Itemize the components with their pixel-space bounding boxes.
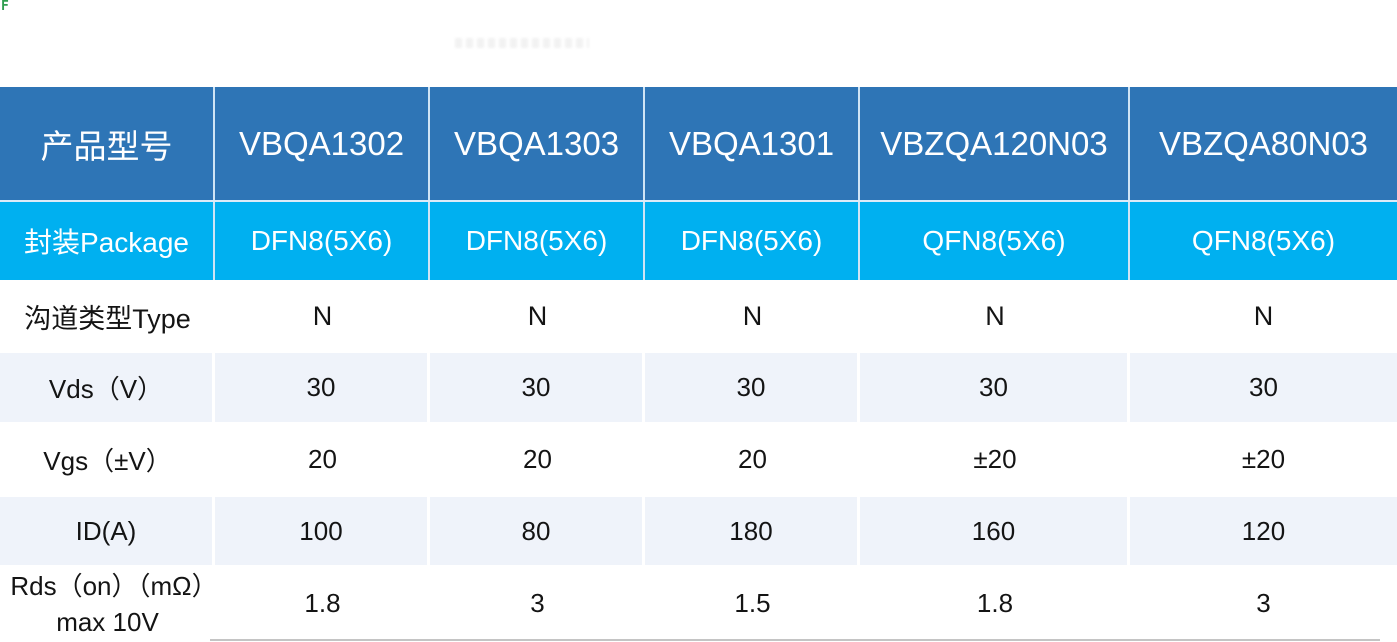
header-product-name: VBQA1301 [645, 87, 860, 200]
table-cell: 30 [1249, 372, 1278, 402]
row-label-package: 封装Package [0, 202, 215, 280]
table-cell: ±20 [1241, 444, 1286, 474]
header-product-name: VBQA1302 [215, 87, 430, 200]
product-spec-table: 产品型号 VBQA1302 VBQA1303 VBQA1301 VBZQA120… [0, 87, 1397, 642]
table-cell: 80 [430, 497, 645, 565]
table-cell: N [985, 301, 1005, 331]
id-row: ID(A) 100 80 180 160 120 [0, 497, 1397, 565]
package-row: 封装Package DFN8(5X6) DFN8(5X6) DFN8(5X6) … [0, 200, 1397, 280]
table-cell: ±20 [973, 444, 1017, 474]
table-cell: DFN8(5X6) [430, 202, 645, 280]
table-cell: 100 [215, 497, 430, 565]
channel-type-row: 沟道类型Type N N N N N [0, 280, 1397, 353]
table-cell: 1.5 [734, 588, 771, 618]
green-corner-artifact: F [1, 0, 9, 14]
table-cell: 30 [215, 353, 430, 422]
table-cell: N [1253, 301, 1274, 331]
table-bottom-border [210, 639, 1380, 641]
row-label-rds-on-text: Rds（on）（mΩ）max 10V [10, 570, 205, 637]
row-label-id: ID(A) [0, 497, 215, 565]
table-cell: 30 [860, 353, 1130, 422]
table-header-row: 产品型号 VBQA1302 VBQA1303 VBQA1301 VBZQA120… [0, 87, 1397, 200]
table-cell: 20 [308, 444, 337, 474]
vds-row: Vds（V） 30 30 30 30 30 [0, 353, 1397, 422]
table-cell: 180 [645, 497, 860, 565]
vgs-row: Vgs（±V） 20 20 20 ±20 ±20 [0, 422, 1397, 497]
table-cell: N [312, 301, 333, 331]
header-product-model-label: 产品型号 [0, 87, 215, 200]
row-label-rds-on: Rds（on）（mΩ）max 10V [0, 565, 215, 642]
row-label-channel-type: 沟道类型Type [24, 304, 191, 334]
table-cell: 1.8 [976, 588, 1014, 618]
table-cell: N [742, 301, 763, 331]
row-label-vds: Vds（V） [0, 353, 215, 422]
table-cell: QFN8(5X6) [860, 202, 1130, 280]
header-product-name: VBQA1303 [430, 87, 645, 200]
table-cell: 3 [1256, 588, 1271, 618]
table-cell: DFN8(5X6) [215, 202, 430, 280]
header-product-name: VBZQA120N03 [860, 87, 1130, 200]
rds-on-row: Rds（on）（mΩ）max 10V 1.8 3 1.5 1.8 3 [0, 565, 1397, 642]
table-cell: 20 [738, 444, 767, 474]
table-cell: QFN8(5X6) [1191, 225, 1336, 256]
table-cell: 160 [860, 497, 1130, 565]
table-cell: 1.8 [304, 588, 341, 618]
faint-watermark-text [455, 38, 589, 48]
table-cell: 3 [530, 588, 545, 618]
table-cell: DFN8(5X6) [645, 202, 860, 280]
row-label-vgs: Vgs（±V） [43, 446, 172, 476]
table-cell: 30 [645, 353, 860, 422]
table-cell: 30 [430, 353, 645, 422]
table-cell: N [527, 301, 548, 331]
header-product-name: VBZQA80N03 [1158, 124, 1369, 162]
table-cell: 120 [1241, 515, 1286, 546]
table-cell: 20 [523, 444, 552, 474]
